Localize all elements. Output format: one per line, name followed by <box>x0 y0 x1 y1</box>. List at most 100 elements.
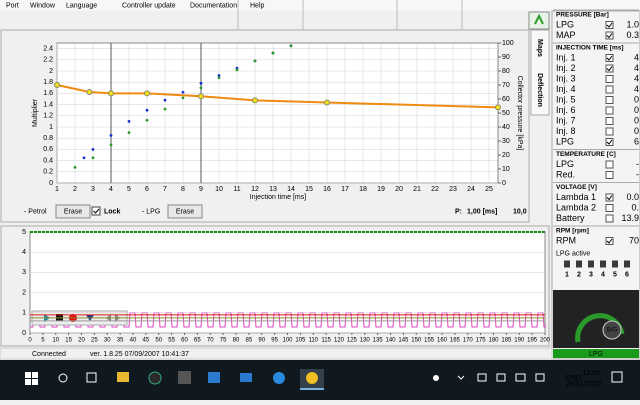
x-tick-label: 195 <box>527 338 538 344</box>
mail-icon[interactable] <box>240 373 252 382</box>
search-button[interactable] <box>58 373 68 383</box>
checkbox[interactable] <box>605 64 614 73</box>
menu-item[interactable]: Port <box>6 2 19 9</box>
row-value: 0 <box>634 126 639 136</box>
row-value: 70 <box>629 235 639 245</box>
tab[interactable]: Maps <box>536 39 543 57</box>
tool-icon[interactable] <box>528 11 550 30</box>
erase-button[interactable] <box>167 204 203 219</box>
injector-number: 4 <box>601 271 605 278</box>
y-tick-label: 5 <box>22 229 26 236</box>
gauge-knob[interactable] <box>602 320 622 340</box>
tray-icon[interactable] <box>535 373 545 382</box>
checkbox[interactable] <box>605 117 614 125</box>
x-tick-label: 3 <box>91 186 95 193</box>
checkbox[interactable] <box>605 54 614 62</box>
y2-tick-label: 10 <box>502 166 510 173</box>
store-icon[interactable] <box>208 372 220 383</box>
app-icon[interactable] <box>178 371 191 384</box>
section-title: VOLTAGE [V] <box>556 184 597 191</box>
injector-number: 1 <box>565 271 569 278</box>
y2-tick-label: 70 <box>502 82 510 89</box>
pressure-point <box>144 90 150 97</box>
checkbox[interactable] <box>605 171 614 179</box>
x-tick-label: 190 <box>514 338 525 344</box>
y2-tick-label: 40 <box>502 124 510 131</box>
button-label[interactable]: Erase <box>64 208 82 215</box>
map-point <box>217 74 221 77</box>
app-icon[interactable] <box>148 371 162 385</box>
x-tick-label: 115 <box>321 338 331 344</box>
menu-item[interactable]: Controller update <box>122 2 176 9</box>
map-point <box>109 134 113 137</box>
language[interactable]: ENG <box>566 375 581 382</box>
menu-item[interactable]: Help <box>250 2 265 9</box>
row-value: 4 <box>634 73 639 83</box>
start-button[interactable] <box>25 372 38 385</box>
map-point <box>235 68 239 72</box>
pressure-point <box>198 93 204 100</box>
y-tick-label: 0 <box>22 330 26 337</box>
injector-number: 2 <box>577 271 581 278</box>
status-text: Connected <box>32 351 66 358</box>
active-indicator <box>300 388 324 390</box>
y-tick-label: 0.4 <box>43 157 53 164</box>
pressure-point <box>324 99 330 106</box>
checkbox[interactable] <box>605 106 614 115</box>
map-point <box>199 86 203 90</box>
checkbox[interactable] <box>605 237 614 245</box>
menu-item[interactable]: Documentation <box>190 2 237 9</box>
x-tick-label: 23 <box>449 186 457 193</box>
tray-icon[interactable] <box>457 375 465 380</box>
explorer-icon[interactable] <box>117 372 129 382</box>
y2-tick-label: 60 <box>502 96 510 103</box>
checkbox[interactable] <box>605 96 614 104</box>
y2-axis-title: Collector pressure [kPa] <box>516 76 523 151</box>
notifications[interactable] <box>611 371 623 383</box>
row-label: Battery <box>556 213 585 223</box>
checkbox[interactable] <box>605 127 614 136</box>
checkbox[interactable] <box>605 31 614 40</box>
edge-icon[interactable] <box>273 372 285 384</box>
check <box>606 33 613 39</box>
menu-item[interactable]: Window <box>30 2 56 9</box>
legend-entry: - LPG <box>142 208 160 215</box>
tab[interactable]: Deflection <box>536 73 543 107</box>
row-value: 1.0 <box>626 19 639 29</box>
checkbox[interactable] <box>605 85 614 94</box>
checkbox[interactable] <box>605 138 614 146</box>
checkbox[interactable] <box>605 214 614 223</box>
x-tick-label: 170 <box>463 338 474 344</box>
menu-item[interactable]: Language <box>66 2 97 9</box>
check <box>606 55 613 61</box>
checkbox[interactable] <box>605 204 614 212</box>
task-view[interactable] <box>86 372 97 383</box>
y2-tick-label: 50 <box>502 110 510 117</box>
erase-button[interactable] <box>55 204 91 219</box>
y-tick-label: 0 <box>49 180 53 187</box>
y-tick-label: 4 <box>22 249 26 256</box>
button-label[interactable]: Erase <box>176 208 194 215</box>
checkbox[interactable] <box>605 21 614 29</box>
y-tick-label: 1.8 <box>43 79 53 86</box>
row-label: Lambda 2 <box>556 202 596 212</box>
tray-icon[interactable] <box>433 375 439 381</box>
checkbox[interactable] <box>605 160 614 169</box>
tray-icon[interactable] <box>515 373 526 382</box>
map-point <box>199 81 203 85</box>
map-point <box>73 165 77 169</box>
lock-checkbox[interactable] <box>91 206 101 216</box>
x-tick-label: 65 <box>194 338 201 344</box>
y-tick-label: 1 <box>22 310 26 317</box>
x-tick-label: 25 <box>91 338 98 344</box>
tray-icon[interactable] <box>496 373 506 382</box>
y2-tick-label: 80 <box>502 68 510 75</box>
tray-icon[interactable] <box>477 373 487 382</box>
row-label: Inj. 8 <box>556 126 576 136</box>
checkbox[interactable] <box>605 193 614 202</box>
x-tick-label: 55 <box>168 338 175 344</box>
checkbox[interactable] <box>605 75 614 83</box>
map-point <box>127 131 131 135</box>
x-tick-label: 60 <box>181 338 188 344</box>
row-label: Red. <box>556 169 575 179</box>
